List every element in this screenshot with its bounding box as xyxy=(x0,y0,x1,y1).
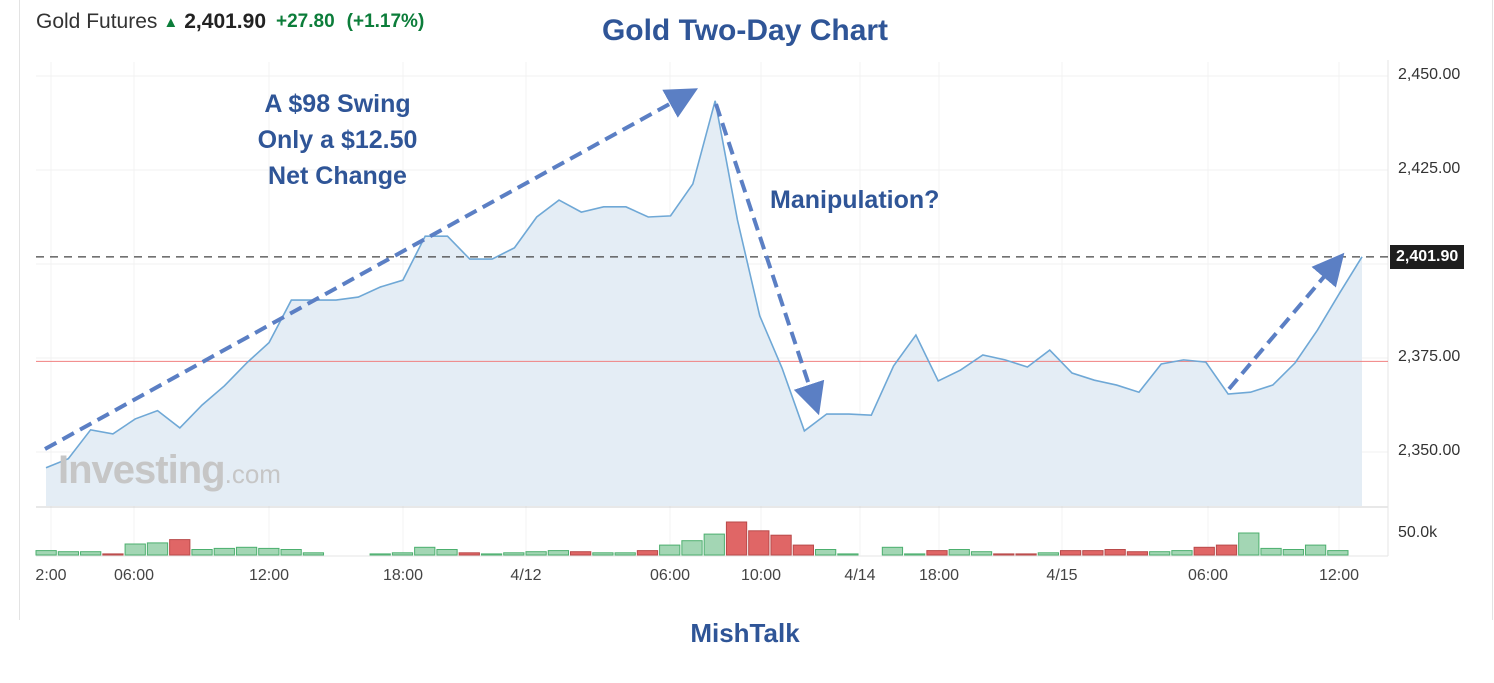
instrument-header: Gold Futures ▲ 2,401.90 +27.80 (+1.17%) xyxy=(36,10,424,34)
y-label-2375: 2,375.00 xyxy=(1398,348,1461,365)
chart-title: Gold Two-Day Chart xyxy=(601,14,889,47)
swing-line-3: Net Change xyxy=(268,162,407,190)
x-label: 4/12 xyxy=(510,567,542,584)
chart-frame-right-border xyxy=(1492,0,1493,620)
x-label: 4/14 xyxy=(844,567,876,584)
price-chart[interactable] xyxy=(0,0,1494,620)
y-label-2350: 2,350.00 xyxy=(1398,442,1461,459)
x-label: 18:00 xyxy=(382,567,424,584)
current-price-badge: 2,401.90 xyxy=(1390,245,1465,269)
y-label-2450: 2,450.00 xyxy=(1398,66,1461,83)
x-label: 4/15 xyxy=(1046,567,1078,584)
last-price: 2,401.90 xyxy=(184,10,266,33)
price-change-percent: (+1.17%) xyxy=(346,11,425,32)
price-line xyxy=(45,100,1363,469)
investing-watermark: Investing.com xyxy=(58,448,281,493)
selloff-arrow xyxy=(714,103,825,416)
x-label: 06:00 xyxy=(649,567,691,584)
x-label: 18:00 xyxy=(918,567,960,584)
x-label: 10:00 xyxy=(740,567,782,584)
x-label: 12:00 xyxy=(248,567,290,584)
watermark-suffix: .com xyxy=(224,459,281,489)
uptrend-arrow xyxy=(44,88,699,451)
x-label: 06:00 xyxy=(113,567,155,584)
price-change: +27.80 xyxy=(276,11,335,32)
swing-line-1: A $98 Swing xyxy=(264,90,411,118)
x-label: 12:00 xyxy=(1318,567,1360,584)
volume-bars xyxy=(35,521,1349,556)
swing-line-2: Only a $12.50 xyxy=(257,126,418,154)
instrument-name: Gold Futures xyxy=(36,10,158,33)
swing-annotation: A $98 Swing Only a $12.50 Net Change xyxy=(220,86,455,194)
manipulation-annotation: Manipulation? xyxy=(770,186,940,214)
source-credit: MishTalk xyxy=(690,618,800,648)
watermark-brand: Investing xyxy=(58,448,226,492)
y-label-2425: 2,425.00 xyxy=(1398,160,1461,177)
price-area-fill xyxy=(46,100,1362,506)
recovery-arrow xyxy=(1227,252,1345,391)
x-label: 06:00 xyxy=(1187,567,1229,584)
x-label: 2:00 xyxy=(35,567,67,584)
chart-frame-left-border xyxy=(19,0,20,620)
up-arrow-icon: ▲ xyxy=(163,13,179,31)
volume-scale-label: 50.0k xyxy=(1398,524,1438,541)
